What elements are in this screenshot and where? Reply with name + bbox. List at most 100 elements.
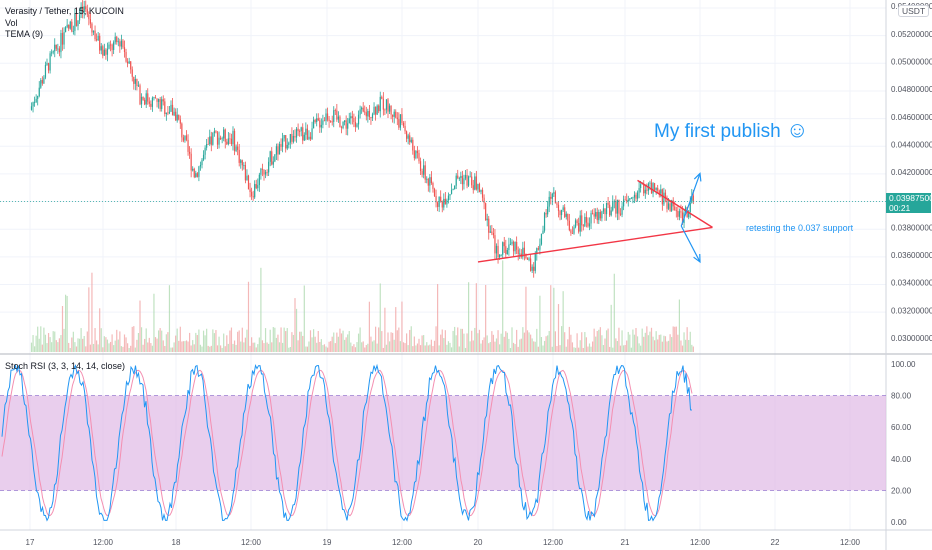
candle-body [636, 192, 639, 199]
volume-bar [199, 344, 202, 352]
volume-bar [437, 284, 439, 352]
candle-body [247, 175, 250, 190]
symbol-title[interactable]: Verasity / Tether, 15, KUCOIN [5, 6, 124, 16]
volume-bar [576, 333, 578, 352]
volume-bar [582, 347, 584, 352]
volume-bar [151, 345, 153, 352]
candle-body [361, 107, 363, 110]
volume-bar [640, 345, 642, 352]
volume-bar [201, 346, 203, 352]
volume-bar [677, 334, 679, 352]
volume-bar [466, 333, 468, 352]
volume-bar [573, 347, 575, 352]
candle-body [481, 189, 484, 198]
tema-legend[interactable]: TEMA (9) [5, 29, 44, 39]
candle-body [106, 48, 109, 55]
volume-bar [528, 332, 530, 352]
candle-body [579, 215, 581, 232]
candle-body [621, 206, 623, 215]
candle-body [271, 151, 273, 165]
volume-bar [322, 345, 324, 352]
volume-bar [553, 287, 555, 352]
volume-bar [348, 331, 350, 352]
volume-bar [171, 347, 174, 352]
candle-body [40, 80, 42, 88]
candle-body [607, 202, 609, 205]
volume-bar [336, 332, 338, 352]
volume-bar [657, 339, 659, 352]
candle-body [371, 114, 374, 119]
volume-bar [609, 346, 611, 352]
candle-body [433, 188, 436, 196]
volume-bar [686, 327, 688, 352]
price-badge-value: 0.03987500 [889, 193, 932, 203]
candle-body [207, 143, 209, 145]
volume-bar [418, 338, 420, 352]
volume-bar [337, 336, 339, 352]
volume-bar [227, 343, 229, 352]
currency-button[interactable]: USDT [898, 5, 930, 17]
stoch-rsi-series [0, 363, 886, 522]
candle-body [353, 118, 355, 123]
volume-bar [454, 326, 456, 352]
volume-bar [632, 329, 634, 352]
volume-bar [258, 337, 260, 352]
volume-bar [520, 338, 522, 352]
candle-body [692, 195, 694, 201]
candle-body [130, 61, 132, 70]
volume-bar [198, 329, 200, 352]
candle-body [195, 173, 197, 178]
candle-body [423, 165, 425, 175]
volume-bar [565, 346, 567, 352]
volume-bar [497, 330, 499, 352]
candle-body [406, 131, 408, 139]
candle-body [244, 165, 246, 181]
volume-bar [96, 340, 98, 352]
volume-bar [255, 347, 257, 352]
candle-body [497, 245, 499, 258]
volume-bar [382, 347, 384, 352]
candle-body [150, 103, 152, 107]
candle-body [277, 146, 279, 155]
volume-bar [40, 326, 42, 352]
price-tick-label: 0.03200000 [891, 306, 932, 315]
volume-bar [359, 327, 361, 352]
candle-body [204, 147, 206, 155]
candle-body [85, 6, 87, 10]
candle-body [635, 194, 637, 199]
candle-body [230, 138, 233, 145]
volume-bar [72, 331, 74, 352]
candle-body [688, 211, 690, 218]
volume-bar [407, 345, 409, 352]
candle-body [46, 63, 48, 65]
candle-body [282, 138, 284, 147]
volume-bar [339, 328, 341, 352]
volume-bar [559, 345, 561, 352]
candle-body [629, 198, 631, 200]
volume-legend[interactable]: Vol [5, 18, 18, 28]
candle-body [554, 192, 556, 204]
volume-bar [266, 342, 268, 352]
volume-bar [588, 343, 591, 352]
volume-bar [561, 326, 563, 352]
volume-bar [193, 344, 195, 352]
trend-line [477, 226, 713, 263]
volume-bar [595, 336, 597, 352]
candle-body [123, 47, 126, 53]
time-tick-label: 12:00 [93, 538, 114, 547]
volume-bar [187, 341, 189, 352]
volume-bar [190, 345, 192, 352]
candle-body [229, 138, 231, 140]
volume-bar [207, 345, 209, 352]
stoch-rsi-legend[interactable]: Stoch RSI (3, 3, 14, 14, close) [5, 361, 126, 371]
volume-bar [170, 347, 172, 352]
candle-body [215, 131, 217, 133]
volume-bar [390, 332, 392, 352]
volume-bar [492, 334, 494, 352]
candle-body [663, 192, 665, 205]
volume-bar [65, 294, 67, 352]
volume-bar [178, 340, 180, 352]
time-tick-label: 12:00 [543, 538, 564, 547]
candle-body [556, 203, 558, 205]
